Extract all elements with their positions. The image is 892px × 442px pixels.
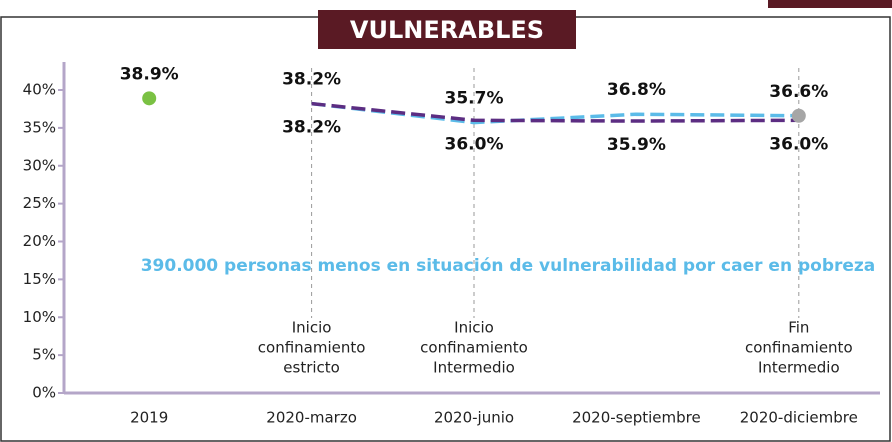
y-tick-label: 35% (23, 118, 56, 136)
y-tick-label: 20% (23, 232, 56, 250)
event-label: Inicio (454, 319, 494, 337)
event-label: Inicio (292, 319, 332, 337)
value-label: 35.9% (607, 135, 666, 155)
value-label: 36.8% (607, 80, 666, 100)
value-label: 38.9% (120, 64, 179, 84)
corner-bar (768, 0, 892, 8)
annotation: 390.000 personas menos en situación de v… (141, 256, 876, 276)
x-tick-label: 2020-marzo (266, 409, 357, 427)
value-label: 38.2% (282, 70, 341, 90)
y-tick-label: 15% (23, 270, 56, 288)
y-tick-label: 5% (32, 346, 56, 364)
point (142, 91, 157, 106)
y-tick-label: 40% (23, 81, 56, 99)
event-label: Intermedio (433, 359, 515, 377)
event-label: confinamiento (420, 339, 528, 357)
chart-title: VULNERABLES (350, 16, 544, 44)
event-label: Fin (788, 319, 809, 337)
series-line (311, 101, 799, 123)
title-box (318, 10, 576, 49)
y-tick-label: 10% (23, 308, 56, 326)
x-tick-label: 2020-septiembre (572, 409, 701, 427)
value-label: 35.7% (445, 89, 504, 109)
value-label: 36.6% (769, 82, 828, 102)
value-label: 36.0% (769, 134, 828, 154)
end-marker (791, 108, 806, 123)
x-tick-label: 2019 (130, 409, 168, 427)
x-tick-label: 2020-junio (434, 409, 514, 427)
event-label: Intermedio (758, 359, 840, 377)
y-tick-label: 0% (32, 384, 56, 402)
y-tick-label: 25% (23, 194, 56, 212)
value-label: 36.0% (445, 134, 504, 154)
event-label: estricto (283, 359, 340, 377)
event-label: confinamiento (258, 339, 366, 357)
event-label: confinamiento (745, 339, 853, 357)
x-tick-label: 2020-diciembre (740, 409, 858, 427)
value-label: 38.2% (282, 118, 341, 138)
y-tick-label: 30% (23, 156, 56, 174)
